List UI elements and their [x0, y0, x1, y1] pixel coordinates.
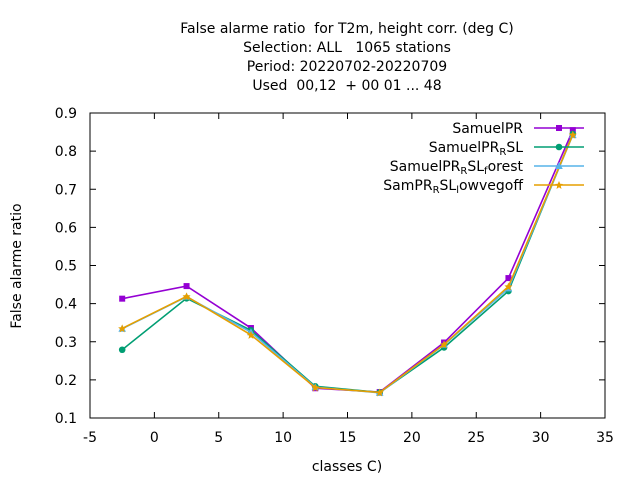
title-line: False alarme ratio for T2m, height corr.… — [180, 21, 513, 37]
data-point — [119, 295, 126, 302]
plot-area — [89, 112, 606, 419]
y-tick-label: 0.8 — [55, 144, 77, 160]
series-line — [121, 134, 574, 394]
y-tick-label: 0.3 — [55, 335, 77, 351]
legend-item: SamuelPR — [452, 121, 584, 137]
x-tick-label: 25 — [467, 430, 485, 446]
y-axis-label: False alarme ratio — [9, 203, 25, 328]
data-point — [440, 340, 449, 349]
data-point — [311, 383, 320, 392]
x-tick-label: 0 — [150, 430, 159, 446]
y-tick-label: 0.4 — [55, 297, 77, 313]
x-tick-label: 30 — [532, 430, 550, 446]
legend-label: SamuelPRRSL — [429, 140, 523, 158]
data-point — [183, 283, 190, 290]
title-line: Used 00,12 + 00 01 ... 48 — [252, 78, 441, 94]
data-point — [569, 127, 576, 134]
data-point — [246, 330, 255, 339]
title-line: Selection: ALL 1065 stations — [243, 40, 451, 56]
title-line: Period: 20220702-20220709 — [247, 59, 447, 75]
data-point — [568, 130, 577, 139]
series-group — [118, 127, 577, 397]
legend-item: SamuelPRRSLforest — [390, 159, 584, 177]
y-tick-label: 0.1 — [55, 411, 77, 427]
legend-label: SamuelPRRSLforest — [390, 159, 524, 177]
legend-item: SamPRRSLlowvegoff — [383, 178, 584, 196]
data-point — [555, 181, 563, 189]
x-tick-label: 35 — [596, 430, 614, 446]
y-tick-label: 0.2 — [55, 373, 77, 389]
data-point — [375, 388, 384, 397]
data-point — [118, 346, 126, 354]
data-point — [555, 143, 563, 151]
x-axis-label: classes C) — [312, 459, 382, 475]
y-tick-label: 0.5 — [55, 259, 77, 275]
plot-frame — [89, 112, 606, 419]
data-point — [182, 292, 191, 301]
chart-title: False alarme ratio for T2m, height corr.… — [180, 21, 513, 94]
x-tick-label: 10 — [274, 430, 292, 446]
x-tick-label: -5 — [83, 430, 97, 446]
series-sampr-r-sl-l-owvegoff — [118, 130, 577, 397]
legend-label: SamuelPR — [452, 121, 523, 137]
y-tick-label: 0.6 — [55, 220, 77, 236]
x-tick-label: 15 — [339, 430, 357, 446]
legend-label: SamPRRSLlowvegoff — [383, 178, 523, 196]
y-tick-label: 0.7 — [55, 182, 77, 198]
data-point — [504, 282, 513, 291]
data-point — [555, 162, 563, 169]
data-point — [118, 324, 127, 333]
legend: SamuelPR SamuelPRRSLSamuelPRRSLforestSamP… — [383, 121, 584, 196]
legend-item: SamuelPRRSL — [429, 140, 584, 158]
data-point — [556, 125, 562, 131]
axis-ticks: 0.1 0.2 0.3 0.4 0.5 0.6 0.7 0.8 0.9 -5 0 5 10 15 20 25 3… — [55, 106, 614, 446]
x-tick-label: 5 — [214, 430, 223, 446]
y-tick-label: 0.9 — [55, 106, 77, 122]
data-point — [505, 275, 512, 282]
x-tick-label: 20 — [403, 430, 421, 446]
